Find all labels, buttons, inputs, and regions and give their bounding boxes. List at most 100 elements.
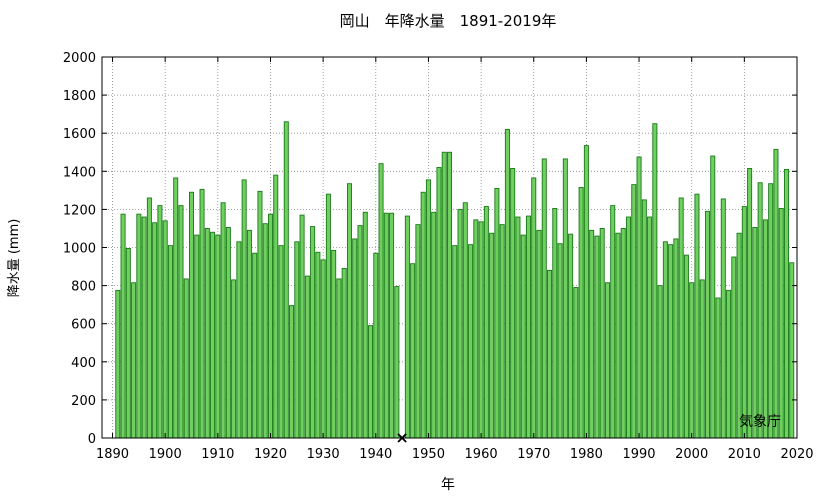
bar-1980 [583, 145, 589, 439]
bar-2005 [715, 297, 721, 439]
bar-1913 [231, 279, 237, 439]
y-tick-label: 2000 [63, 51, 96, 66]
bar-1891 [115, 289, 121, 439]
bar-1986 [615, 232, 621, 439]
x-tick-label: 2010 [728, 447, 761, 462]
bar-1893 [125, 248, 131, 439]
bar-1895 [136, 213, 142, 439]
bar-1918 [257, 190, 263, 439]
bar-1936 [352, 238, 358, 439]
bar-1958 [468, 244, 474, 439]
bar-1948 [415, 224, 421, 439]
x-tick-label: 1950 [412, 447, 445, 462]
bar-1938 [362, 211, 368, 439]
y-tick-label: 1800 [63, 89, 96, 104]
bar-1949 [420, 191, 426, 439]
bar-1924 [289, 305, 295, 439]
bar-1987 [620, 227, 626, 439]
bar-1961 [483, 206, 489, 439]
y-tick-label: 600 [71, 318, 96, 333]
bar-1998 [678, 197, 684, 439]
bar-1959 [473, 219, 479, 439]
bar-1979 [578, 187, 584, 439]
bar-1933 [336, 278, 342, 439]
bar-2011 [747, 167, 753, 439]
bar-1982 [594, 235, 600, 439]
bar-1973 [547, 269, 553, 439]
bar-1965 [504, 128, 510, 439]
bar-1974 [552, 207, 558, 439]
bar-1942 [383, 212, 389, 439]
bar-1972 [541, 158, 547, 439]
bar-1954 [446, 151, 453, 439]
bar-1971 [536, 229, 542, 439]
bar-2006 [720, 198, 726, 439]
bar-1927 [304, 275, 310, 439]
y-tick-label: 800 [71, 280, 96, 295]
bar-1956 [457, 208, 463, 439]
y-axis-ticks: 0 200 400 600 800 1000 1200 1400 1600 1800 2000 [63, 51, 797, 447]
y-tick-label: 1000 [63, 242, 96, 257]
x-tick-label: 1910 [201, 447, 234, 462]
bar-1939 [368, 325, 374, 439]
bar-1967 [515, 216, 521, 439]
y-tick-label: 1600 [63, 127, 96, 142]
bar-1906 [194, 234, 200, 439]
bar-1900 [162, 220, 168, 439]
bar-1931 [325, 193, 331, 439]
bar-1894 [131, 282, 137, 439]
bar-1928 [310, 226, 316, 439]
bar-1905 [189, 191, 195, 439]
x-tick-label: 1930 [307, 447, 340, 462]
bar-1937 [357, 225, 363, 439]
bar-2013 [757, 182, 763, 439]
bar-1896 [141, 216, 147, 439]
bar-1950 [425, 179, 431, 439]
bar-1941 [378, 163, 384, 439]
bar-1930 [320, 259, 326, 439]
bar-1966 [510, 167, 516, 439]
bar-1911 [220, 202, 226, 439]
x-tick-label: 1970 [517, 447, 550, 462]
x-tick-label: 2020 [780, 447, 813, 462]
bar-2014 [762, 219, 768, 439]
bar-1983 [599, 227, 605, 439]
bar-2003 [704, 210, 710, 439]
bar-1935 [346, 183, 352, 439]
bar-1964 [499, 224, 505, 439]
y-tick-label: 200 [71, 394, 96, 409]
bar-2018 [783, 168, 789, 439]
bar-1999 [683, 254, 689, 439]
bar-1995 [662, 241, 668, 439]
x-tick-label: 1920 [254, 447, 287, 462]
bar-1932 [331, 249, 337, 439]
bar-1955 [452, 245, 458, 439]
bar-1902 [173, 177, 179, 439]
bar-1968 [520, 234, 526, 439]
chart-title: 岡山 年降水量 1891-2019年 [340, 12, 557, 30]
y-axis-label: 降水量 (mm) [7, 219, 22, 298]
bar-1953 [441, 151, 447, 439]
bar-1947 [410, 263, 416, 439]
bar-1977 [568, 233, 574, 439]
bar-1940 [373, 252, 379, 439]
bar-1989 [631, 184, 637, 439]
bar-1929 [315, 251, 321, 439]
bar-2001 [694, 193, 700, 439]
bar-1916 [246, 229, 252, 439]
bar-1921 [273, 174, 279, 439]
x-tick-label: 1940 [359, 447, 392, 462]
bar-1907 [199, 188, 205, 439]
bar-1969 [525, 215, 531, 439]
bar-1988 [626, 216, 632, 439]
bar-1993 [652, 123, 658, 439]
bar-2000 [689, 282, 695, 439]
x-tick-label: 1890 [96, 447, 129, 462]
bar-1994 [657, 285, 663, 439]
bar-1908 [204, 227, 210, 439]
y-tick-label: 1200 [63, 203, 96, 218]
y-tick-label: 0 [88, 432, 96, 447]
bar-1997 [673, 238, 679, 439]
x-tick-label: 1980 [570, 447, 603, 462]
